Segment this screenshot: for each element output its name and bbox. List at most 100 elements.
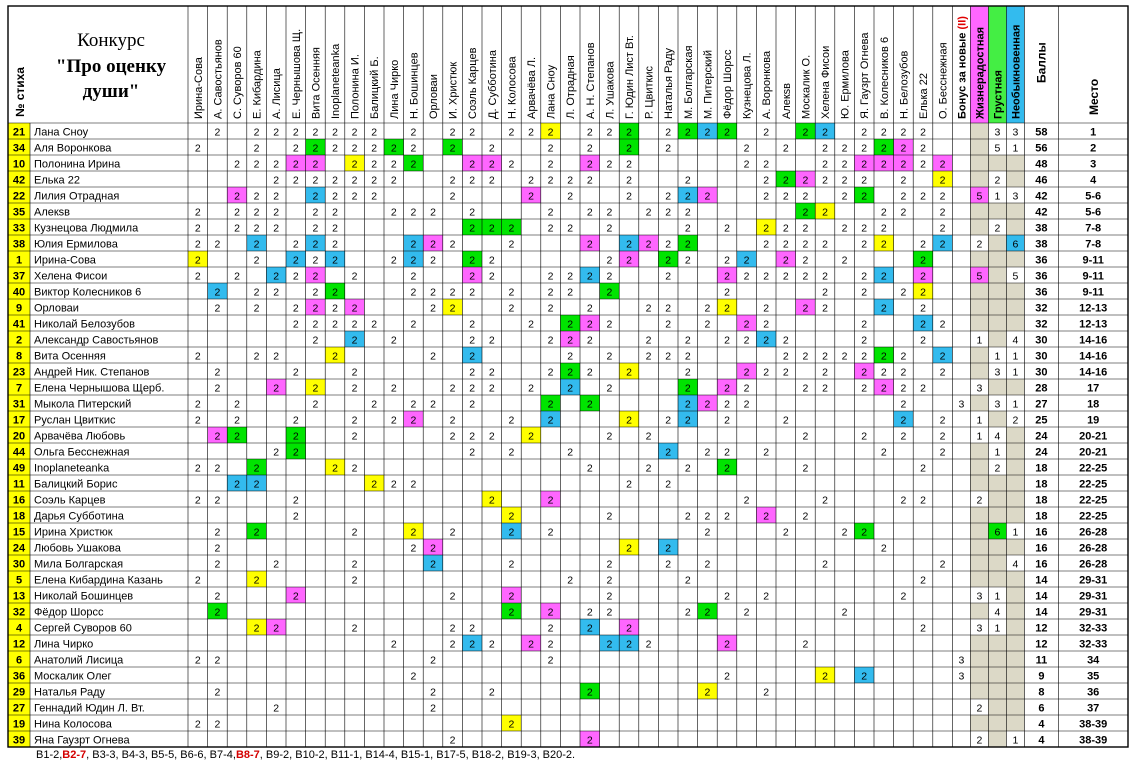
theme-value-neob: 1 [1012, 735, 1018, 747]
vote-value: 2 [763, 367, 769, 379]
vote-value: 2 [940, 159, 946, 171]
vote-value: 2 [920, 495, 926, 507]
poem-number: 44 [13, 447, 26, 459]
theme-value-highlight: 6 [1012, 239, 1018, 251]
vote-value: 2 [822, 367, 828, 379]
vote-cell-highlight [423, 555, 443, 571]
vote-value: 2 [410, 255, 416, 267]
vote-value: 2 [685, 335, 691, 347]
vote-value: 2 [783, 239, 789, 251]
vote-value: 2 [214, 655, 220, 667]
juror-header: А. Н. Степанов [585, 42, 597, 119]
vote-cell-highlight [286, 155, 306, 171]
vote-cell-highlight [658, 539, 678, 555]
vote-value: 2 [430, 559, 436, 571]
vote-value: 2 [214, 463, 220, 475]
vote-value: 2 [685, 207, 691, 219]
vote-value: 2 [450, 623, 456, 635]
vote-value: 2 [822, 559, 828, 571]
vote-value: 2 [469, 399, 475, 411]
vote-value: 2 [293, 591, 299, 603]
vote-value: 2 [842, 527, 848, 539]
juror-header: Лина Чирко [389, 60, 401, 119]
vote-value: 2 [940, 367, 946, 379]
vote-value: 2 [450, 383, 456, 395]
vote-value: 2 [214, 127, 220, 139]
vote-value: 2 [430, 399, 436, 411]
vote-value: 2 [802, 223, 808, 235]
table-row: 11 Балицкий Борис 2 2 2 2 2 2 2 18 22-25 [8, 475, 1107, 491]
vote-cell-highlight [736, 363, 757, 379]
vote-value: 2 [881, 223, 887, 235]
theme-cell-highlight [1006, 235, 1025, 251]
vote-value: 2 [371, 479, 377, 491]
vote-value: 2 [606, 351, 612, 363]
poem-number: 22 [13, 191, 25, 203]
vote-cell-highlight [874, 299, 894, 315]
vote-value: 2 [430, 207, 436, 219]
table-row: 39 Яна Гаузрт Огнева 2 2 2 1 4 38-39 [8, 731, 1107, 747]
vote-value: 2 [391, 143, 397, 155]
theme-cell-grust [988, 427, 1007, 443]
table-row: 4 Сергей Суворов 60 2 2 2 2 2 2 2 2 2 3 1 12 32-33 [8, 619, 1107, 635]
vote-value: 2 [842, 175, 848, 187]
vote-value: 2 [214, 591, 220, 603]
vote-value: 2 [744, 319, 750, 331]
vote-value: 2 [665, 271, 671, 283]
vote-value: 2 [606, 607, 612, 619]
vote-value: 2 [802, 639, 808, 651]
place-value: 14-16 [1079, 351, 1107, 363]
vote-value: 2 [900, 175, 906, 187]
poem-number-cell [8, 683, 30, 699]
vote-cell-highlight [207, 427, 228, 443]
vote-value: 2 [724, 415, 730, 427]
vote-value: 2 [802, 351, 808, 363]
vote-value: 2 [724, 591, 730, 603]
vote-value: 2 [861, 143, 867, 155]
vote-value: 2 [450, 303, 456, 315]
vote-cell-highlight [932, 235, 953, 251]
theme-cell-neob [1006, 347, 1025, 363]
vote-value: 2 [391, 415, 397, 427]
vote-value: 2 [587, 207, 593, 219]
vote-value: 2 [763, 127, 769, 139]
vote-cell-highlight [619, 139, 639, 155]
vote-value: 2 [685, 607, 691, 619]
vote-value: 2 [822, 159, 828, 171]
juror-header: М. Питерский [702, 50, 714, 119]
vote-value: 2 [293, 271, 299, 283]
vote-value: 2 [195, 223, 201, 235]
table-row: 17 Руслан Цвиткис 2 2 2 2 2 2 2 2 2 2 2 2 2 2 2 2 1 2 25 19 [8, 411, 1099, 427]
place-value: 22-25 [1079, 495, 1107, 507]
juror-header: И. Христюк [448, 62, 460, 119]
vote-value: 2 [371, 127, 377, 139]
place-value: 14-16 [1079, 335, 1107, 347]
vote-value: 2 [606, 575, 612, 587]
poem-number-cell [8, 171, 30, 187]
theme-cell-grust [988, 363, 1007, 379]
vote-value: 2 [900, 415, 906, 427]
vote-cell-highlight [462, 267, 482, 283]
table-row: 34 Аля Воронкова 2 2 2 2 2 2 2 2 2 2 2 2 2 2 2 2 2 2 2 2 2 2 2 5 1… [8, 139, 1096, 155]
vote-cell-highlight [442, 299, 463, 315]
vote-cell-highlight [854, 187, 874, 203]
theme-cell-neob [1006, 395, 1025, 411]
vote-cell-highlight [678, 235, 698, 251]
vote-value: 2 [214, 287, 220, 299]
poem-number-cell [8, 155, 30, 171]
vote-value: 2 [312, 383, 318, 395]
vote-value: 2 [430, 687, 436, 699]
poem-number: 12 [13, 639, 25, 651]
author-name: Алекsв [34, 207, 70, 219]
vote-value: 2 [273, 159, 279, 171]
vote-value: 2 [646, 207, 652, 219]
score-value: 56 [1035, 143, 1047, 155]
poem-number: 34 [13, 143, 26, 155]
vote-value: 2 [489, 143, 495, 155]
poem-number: 38 [13, 239, 25, 251]
table-row: 24 Любовь Ушакова 2 2 2 2 2 2 16 26-28 [8, 539, 1107, 555]
theme-cell-zhizn [970, 379, 989, 395]
theme-value-neob: 2 [1012, 415, 1018, 427]
vote-value: 2 [861, 671, 867, 683]
